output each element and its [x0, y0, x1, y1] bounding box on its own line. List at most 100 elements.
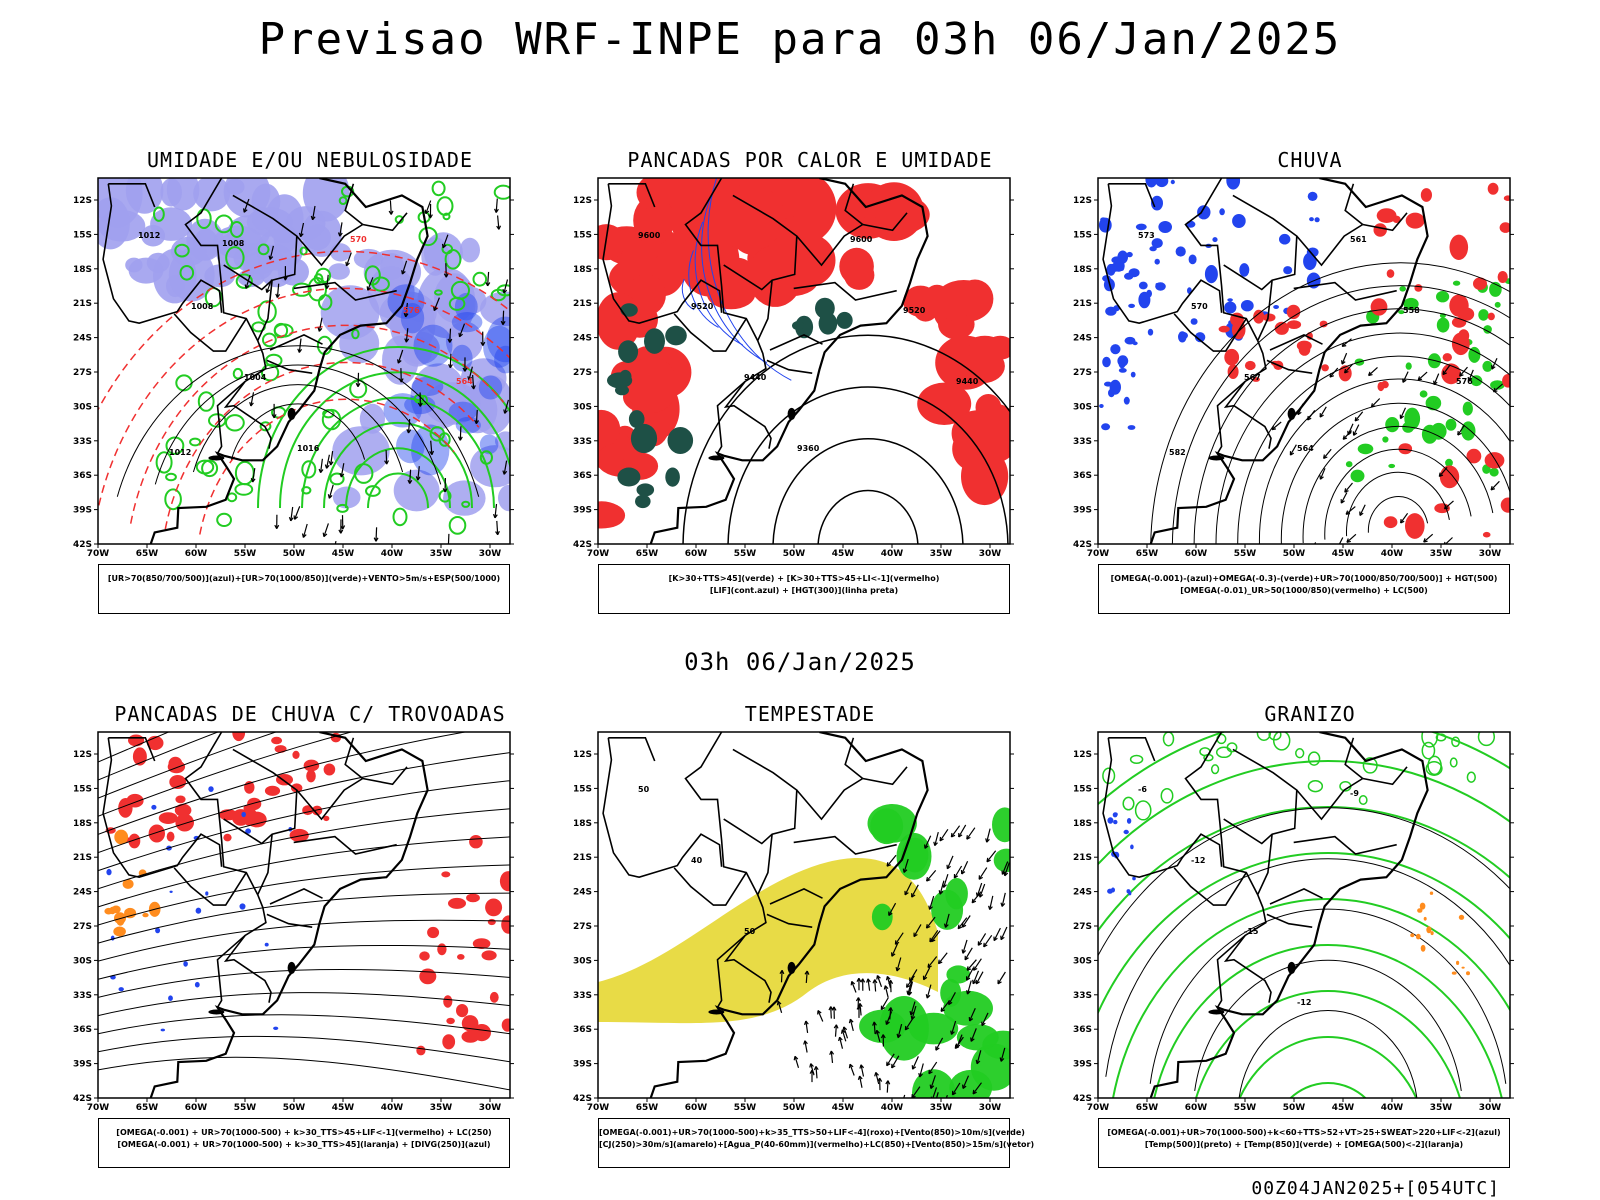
omega-green-area: [1494, 301, 1501, 308]
convection-green-area: [628, 410, 645, 429]
contour-label: 558: [1403, 306, 1420, 315]
panel-umidade: UMIDADE E/OU NEBULOSIDADE 1012 1008 1004 10…: [60, 148, 560, 628]
rain-red-area: [1398, 443, 1413, 455]
wind-vector: [909, 969, 918, 982]
wind-vector: [1004, 862, 1010, 876]
lat-tick-label: 18S: [1073, 265, 1092, 275]
wind-vector: [447, 533, 450, 544]
wind-vector: [935, 1037, 944, 1051]
storm-red-area: [466, 893, 480, 903]
omega-green-area: [1398, 310, 1405, 315]
humidity-green-contour: [365, 485, 381, 497]
wind-vector: [312, 205, 316, 220]
lon-tick-label: 40W: [881, 549, 904, 559]
rain-red-area: [1298, 343, 1311, 356]
wind-vector: [834, 1024, 837, 1037]
storm-red-area: [501, 915, 510, 934]
wind-vector: [487, 271, 490, 286]
lat-tick-label: 21S: [73, 299, 92, 309]
omega-green-area: [1483, 325, 1492, 334]
wind-vector: [265, 288, 271, 293]
wind-vector: [1001, 892, 1006, 907]
country-border: [1269, 888, 1323, 905]
wind-vector: [324, 464, 330, 469]
lif-blue-contour: [681, 278, 695, 311]
country-border: [269, 888, 323, 905]
humidity-deep-blue: [383, 393, 422, 428]
wind-vector: [867, 978, 871, 991]
wind-vector: [502, 470, 508, 475]
coastline: [1149, 732, 1429, 1098]
convection-red-area: [625, 357, 678, 413]
wind-vector: [298, 232, 304, 238]
wind-vector: [1438, 467, 1448, 477]
wind-vector: [973, 966, 978, 971]
humidity-green-contour: [197, 391, 215, 412]
wind-vector: [911, 884, 919, 898]
wind-vector: [833, 1024, 839, 1029]
wind-vector: [1368, 366, 1378, 376]
omega-green-area: [1452, 280, 1461, 286]
wind-vector: [462, 367, 468, 372]
storm-red-area: [416, 1045, 426, 1056]
wind-vector: [1423, 533, 1434, 543]
convection-red-area: [951, 410, 1004, 457]
wind-vector: [1323, 454, 1328, 460]
lat-tick-label: 18S: [573, 819, 592, 829]
lon-tick-label: 55W: [234, 549, 257, 559]
humidity-green-contour: [329, 472, 345, 486]
storm-red-area: [456, 1004, 469, 1018]
wind-vector: [993, 936, 998, 942]
country-border: [1223, 194, 1298, 291]
storm-red-area: [289, 828, 309, 842]
storm-orange-area: [104, 907, 113, 915]
wind-vector: [888, 1007, 893, 1012]
humidity-deep-blue: [451, 312, 483, 333]
wind-vector: [1353, 424, 1360, 436]
humidity-blue-area: [160, 178, 182, 207]
omega500-orange-dot: [1466, 971, 1470, 976]
hail-blue-dot: [1123, 829, 1129, 835]
wind-vector: [891, 1063, 896, 1069]
lon-tick-label: 70W: [87, 549, 110, 559]
legend-box: [K>30+TTS>45](verde) + [K>30+TTS>45+LI<-…: [598, 564, 1010, 614]
lagoon-mark: [787, 407, 796, 420]
wind-vector: [976, 1050, 982, 1064]
lon-tick-label: 55W: [234, 1103, 257, 1113]
wind-vector: [973, 958, 982, 971]
wind-vector: [1341, 338, 1352, 347]
divergence-blue-dot: [169, 890, 173, 893]
omega-blue-area: [1145, 178, 1158, 188]
wind-vector: [1341, 342, 1347, 347]
wind-vector: [886, 1061, 891, 1067]
wind-vector: [938, 890, 944, 895]
humidity-green-contour: [299, 246, 308, 256]
omega-green-area: [1461, 421, 1476, 441]
omega-blue-area: [1204, 265, 1218, 284]
humidity-green-contour: [472, 271, 488, 287]
omega-blue-area: [1309, 217, 1314, 222]
omega500-orange-dot: [1426, 926, 1432, 934]
omega-blue-area: [1102, 356, 1111, 368]
humidity-blue-area: [498, 484, 510, 512]
rain-red-area: [1405, 212, 1425, 229]
wind-vector: [502, 310, 505, 325]
lat-tick-label: 18S: [1073, 819, 1092, 829]
wind-vector: [340, 463, 345, 478]
omega-blue-area: [1151, 238, 1163, 249]
wind-vector: [320, 458, 323, 473]
divergence-blue-dot: [160, 1028, 165, 1032]
contour-label: 9600: [638, 231, 661, 240]
country-border: [844, 183, 864, 226]
wind-vector: [1423, 538, 1428, 543]
wind-vector: [831, 1006, 837, 1011]
wind-vector: [339, 473, 345, 478]
storm-red-area: [441, 871, 451, 878]
hgt300-line: [682, 334, 1010, 544]
wind-vector: [937, 959, 943, 965]
country-border: [862, 212, 908, 232]
humidity-green-contour: [189, 437, 202, 447]
humidity-green-contour: [153, 206, 165, 222]
green-isoline: [367, 472, 429, 509]
divergence-blue-dot: [151, 804, 157, 810]
